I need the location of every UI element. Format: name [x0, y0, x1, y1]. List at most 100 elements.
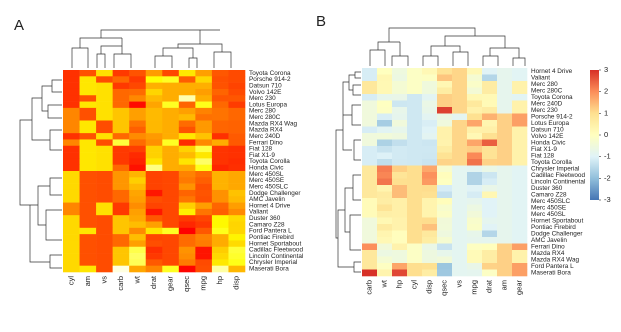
heat-cell [392, 191, 408, 199]
column-label: wt [132, 275, 141, 284]
heat-cell [377, 185, 393, 192]
heat-cell [512, 250, 528, 257]
heat-cell [178, 101, 196, 109]
heat-cell [211, 227, 229, 235]
colorbar-tick-label: 3 [604, 65, 608, 74]
heat-cell [112, 246, 130, 254]
heat-cell [211, 221, 229, 229]
heat-cell [437, 74, 453, 82]
heat-cell [228, 107, 246, 115]
heat-cell [497, 269, 513, 277]
heat-cell [211, 183, 229, 191]
heat-cell [195, 227, 213, 235]
row-label: Merc 450SL [249, 171, 284, 178]
heat-cell [96, 152, 113, 159]
heat-cell [178, 107, 196, 115]
heat-cell [112, 164, 130, 172]
heat-cell [512, 126, 528, 134]
heat-cell [392, 146, 408, 153]
heat-cell [437, 126, 453, 134]
heat-cell [178, 259, 196, 266]
row-label: Porsche 914-2 [249, 76, 291, 83]
heat-cell [129, 120, 147, 128]
row-label: Toyota Corona [249, 70, 291, 77]
heat-cell [482, 68, 498, 75]
heat-cell [437, 211, 453, 218]
heat-cell [79, 177, 97, 184]
heat-cell [178, 152, 196, 159]
heat-cell [482, 87, 498, 95]
heat-cell [437, 224, 453, 231]
heat-cell [452, 230, 468, 238]
heat-cell [437, 250, 453, 257]
heat-cell [162, 133, 180, 140]
dendrogram-b-left [335, 71, 361, 273]
heat-cell [452, 217, 468, 225]
heat-cell [467, 165, 483, 173]
heat-cell [467, 269, 483, 277]
heat-cell [96, 246, 113, 254]
heat-cell [112, 82, 130, 90]
heat-cell [422, 94, 438, 101]
heat-cell [79, 126, 97, 134]
heat-cell [63, 240, 80, 248]
heat-cell [63, 101, 80, 109]
heat-cell [96, 259, 113, 266]
heat-cell [482, 263, 498, 270]
heat-cell [195, 95, 213, 102]
heat-cell [512, 100, 528, 108]
row-label: Merc 230 [531, 107, 558, 114]
column-label: gear [514, 280, 523, 296]
heat-cell [392, 269, 408, 277]
heat-cell [497, 198, 513, 205]
heat-cell [377, 81, 393, 88]
heat-cell [79, 76, 97, 83]
heat-cell [452, 139, 468, 147]
column-label: carb [364, 280, 373, 295]
row-label: Mazda RX4 Wag [249, 120, 298, 127]
heat-cell [195, 259, 213, 266]
heat-cell [467, 159, 483, 166]
heat-cell [195, 196, 213, 203]
heat-cell [211, 95, 229, 102]
heat-cell [437, 100, 453, 108]
heat-cell [512, 81, 528, 88]
heat-cell [228, 95, 246, 102]
heat-cell [211, 139, 229, 147]
heat-cell [162, 70, 180, 77]
heat-cell [129, 158, 147, 165]
heat-cell [63, 82, 80, 90]
heat-cell [63, 196, 80, 203]
heat-cell [422, 243, 438, 251]
heat-cell [482, 94, 498, 101]
row-label: Dodge Challenger [249, 190, 301, 197]
heat-cell [211, 152, 229, 159]
heat-cell [162, 107, 180, 115]
heat-cell [497, 133, 513, 140]
heat-cell [96, 183, 113, 191]
heat-cell [63, 265, 80, 273]
heat-cell [362, 250, 378, 257]
heat-cell [129, 196, 147, 203]
heat-cell [422, 146, 438, 153]
heat-cell [422, 107, 438, 114]
heat-cell [467, 100, 483, 108]
heat-cell [162, 208, 180, 216]
heat-cell [178, 171, 196, 178]
heat-cell [467, 250, 483, 257]
heat-cell [195, 164, 213, 172]
heat-cell [497, 250, 513, 257]
heat-cell [422, 217, 438, 225]
column-label: qsec [182, 276, 191, 292]
heat-cell [497, 139, 513, 147]
heat-cell [512, 243, 528, 251]
heat-cell [129, 171, 147, 178]
heat-cell [162, 265, 180, 273]
row-label: Merc 450SL [531, 211, 566, 218]
heat-cell [482, 198, 498, 205]
heat-cell [195, 208, 213, 216]
heat-cell [377, 250, 393, 257]
row-label: Merc 280 [531, 81, 558, 88]
heat-cell [467, 256, 483, 264]
heat-cell [112, 114, 130, 121]
